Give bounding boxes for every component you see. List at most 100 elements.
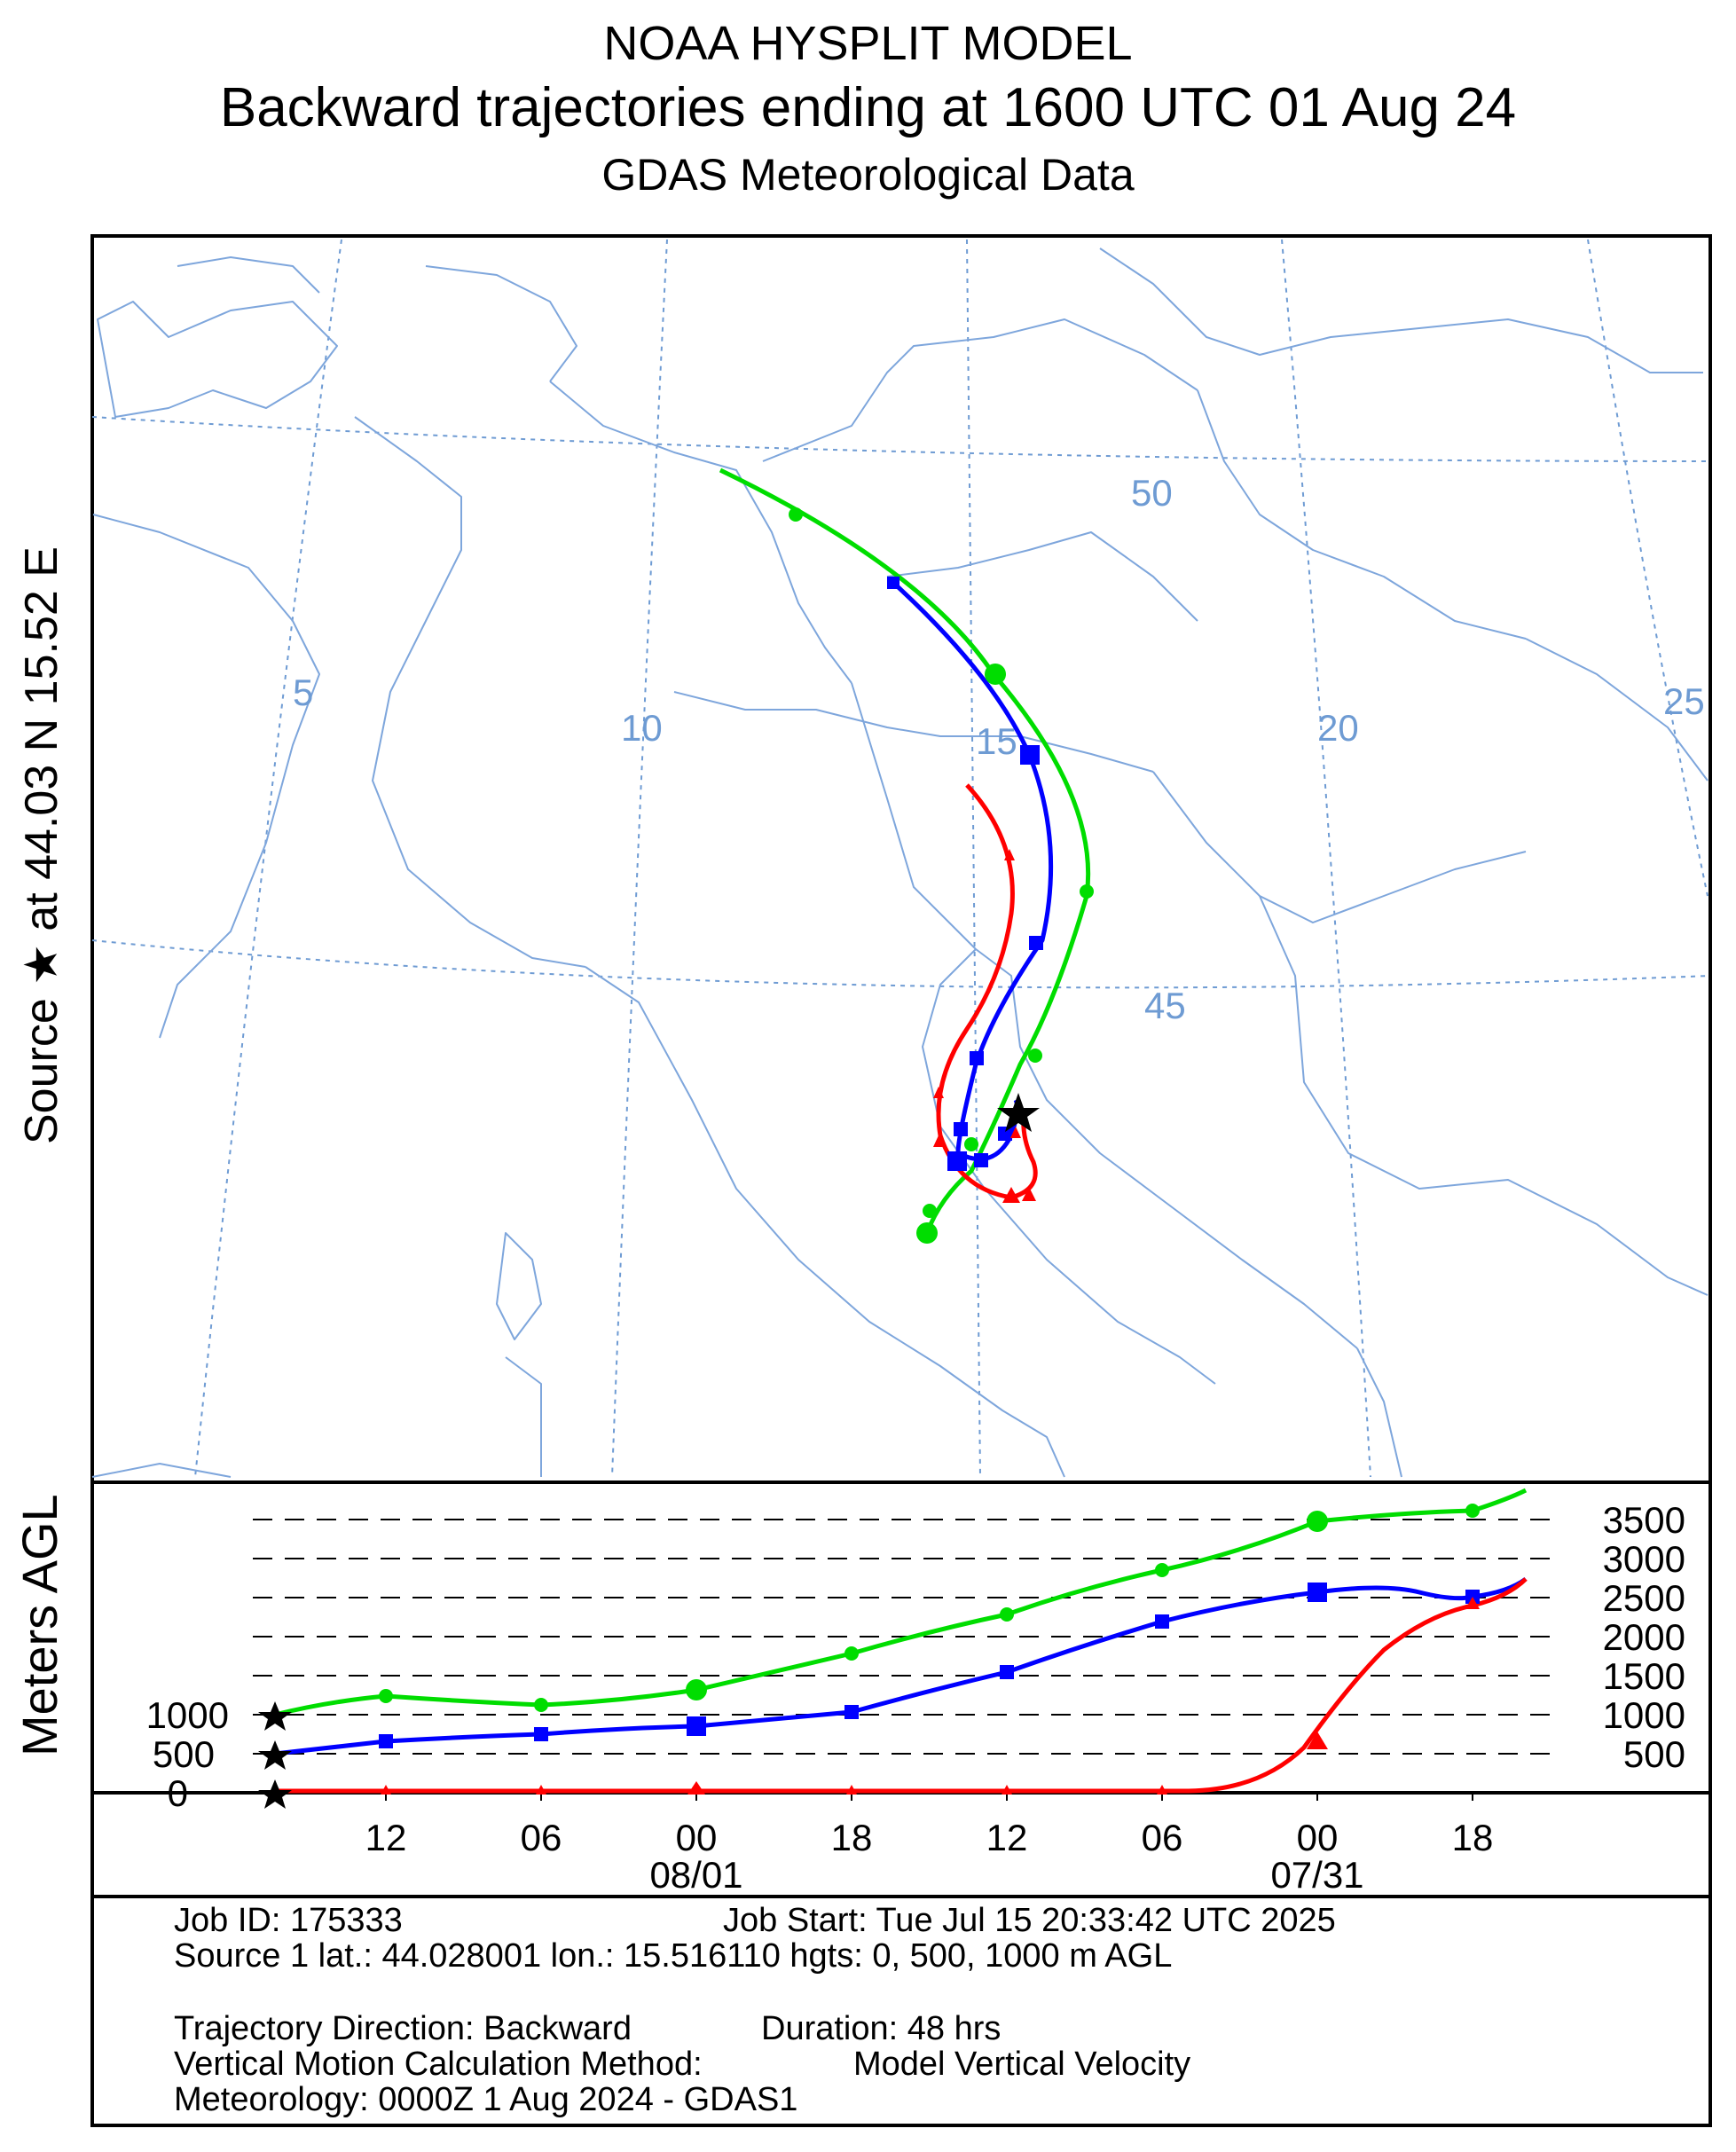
green-marker (1080, 884, 1094, 899)
red-marker (1465, 1597, 1480, 1609)
green-marker (534, 1698, 548, 1712)
date-label-0731: 07/31 (1270, 1854, 1363, 1896)
time-tick-18: 18 (831, 1817, 873, 1858)
red-marker (933, 1087, 944, 1098)
red-marker (536, 1785, 546, 1795)
header-line-2: Backward trajectories ending at 1600 UTC… (219, 77, 1517, 138)
italy-west-coast (585, 966, 1065, 1478)
red-marker (1002, 1785, 1012, 1795)
start-star-icon-500 (258, 1740, 292, 1770)
start-height-1000: 1000 (146, 1694, 229, 1736)
lat-label-50: 50 (1131, 472, 1173, 514)
longitude-15-line (966, 239, 981, 1478)
blue-marker (1029, 936, 1043, 950)
height-markers (258, 1504, 1480, 1809)
figure-frame (90, 234, 1712, 2127)
latitude-45-line (91, 939, 1711, 989)
vertical-method-text: Vertical Motion Calculation Method: (174, 2046, 703, 2083)
blue-marker (534, 1727, 548, 1741)
green-marker (985, 664, 1006, 685)
red-marker (1157, 1785, 1167, 1795)
blue-marker (379, 1734, 393, 1748)
blue-marker (947, 1151, 967, 1171)
red-marker (1002, 1187, 1020, 1203)
blue-marker (970, 1051, 984, 1065)
meters-agl-label: Meters AGL (12, 1494, 67, 1756)
time-tick-06: 06 (521, 1817, 562, 1858)
blue-marker (1000, 1665, 1014, 1679)
adriatic-east-coast (975, 948, 1358, 1349)
uk-north-coast (177, 256, 320, 294)
green-marker (1155, 1563, 1169, 1577)
green-marker (1465, 1504, 1480, 1518)
height-traces (274, 1488, 1528, 1794)
map-panel: 5 10 15 20 25 50 45 (91, 239, 1711, 1478)
red-marker (1307, 1732, 1328, 1749)
graticule (91, 239, 1711, 1478)
lon-label-5: 5 (293, 672, 313, 713)
height-panel: 3500 3000 2500 2000 1500 1000 500 1000 5… (92, 1488, 1710, 1896)
vertical-method-value: Model Vertical Velocity (853, 2046, 1191, 2083)
red-marker (1022, 1187, 1036, 1201)
direction-text: Trajectory Direction: Backward (174, 2010, 632, 2047)
height-tick-2000: 2000 (1603, 1616, 1685, 1658)
green-marker (964, 1137, 978, 1151)
height-tick-1000: 1000 (1603, 1694, 1685, 1736)
slovakia-border (1197, 389, 1527, 640)
green-marker (916, 1222, 938, 1244)
austria-south-border (673, 691, 1154, 773)
height-trace-1000 (274, 1488, 1528, 1717)
trajectory-1000m-map (719, 467, 1091, 1234)
blue-marker (844, 1705, 859, 1719)
green-marker (789, 507, 803, 522)
romania-north-border (1525, 638, 1709, 781)
albania-coast (1356, 1347, 1402, 1478)
germany-east-border (762, 318, 1198, 462)
time-tick-00b: 00 (1297, 1817, 1339, 1858)
blue-marker (998, 1127, 1012, 1141)
source-side-label: Source ★ at 44.03 N 15.52 E (16, 546, 67, 1144)
green-marker (1307, 1511, 1328, 1532)
spain-coast (91, 1463, 232, 1478)
time-tick-18b: 18 (1452, 1817, 1494, 1858)
trajectory-500m-map (890, 579, 1054, 1162)
red-marker (933, 1135, 944, 1147)
czech-austria-border (886, 531, 1198, 622)
meteorology-text: Meteorology: 0000Z 1 Aug 2024 - GDAS1 (174, 2081, 798, 2118)
blue-marker (887, 577, 899, 589)
longitude-20-line (1281, 239, 1371, 1478)
map-trajectories (719, 467, 1091, 1234)
hungary-south-border (1152, 771, 1527, 923)
green-marker (1000, 1607, 1014, 1622)
lat-label-45: 45 (1144, 985, 1186, 1026)
blue-marker (954, 1122, 968, 1136)
time-ticks: 12 06 00 18 12 06 00 18 08/01 07/31 (365, 1817, 1494, 1896)
job-start-text: Job Start: Tue Jul 15 20:33:42 UTC 2025 (723, 1902, 1336, 1939)
lon-label-25: 25 (1663, 680, 1705, 722)
france-west-coast (92, 514, 320, 1039)
time-tick-12b: 12 (986, 1817, 1028, 1858)
map-markers (789, 507, 1094, 1244)
red-marker (846, 1785, 857, 1795)
corsica-coast (496, 1232, 542, 1340)
date-label-0801: 08/01 (649, 1854, 742, 1896)
red-marker (381, 1785, 391, 1795)
blue-marker (974, 1153, 988, 1167)
france-east-border (354, 416, 586, 968)
lon-label-10: 10 (621, 707, 663, 749)
longitude-5-line (194, 239, 342, 1478)
uk-coast (97, 301, 338, 418)
italy-north-border (851, 682, 977, 950)
height-trace-0 (275, 1577, 1528, 1794)
green-marker (923, 1204, 937, 1218)
time-tick-12: 12 (365, 1817, 407, 1858)
blue-marker (1155, 1614, 1169, 1629)
source-info-text: Source 1 lat.: 44.028001 lon.: 15.516110… (174, 1937, 1173, 1975)
source-star-icon (997, 1093, 1040, 1132)
right-height-ticks: 3500 3000 2500 2000 1500 1000 500 (1603, 1499, 1685, 1775)
height-tick-3000: 3000 (1603, 1538, 1685, 1580)
green-marker (1028, 1049, 1042, 1063)
job-id-text: Job ID: 175333 (174, 1902, 403, 1939)
start-height-0: 0 (168, 1772, 188, 1814)
height-tick-500: 500 (1623, 1733, 1685, 1775)
